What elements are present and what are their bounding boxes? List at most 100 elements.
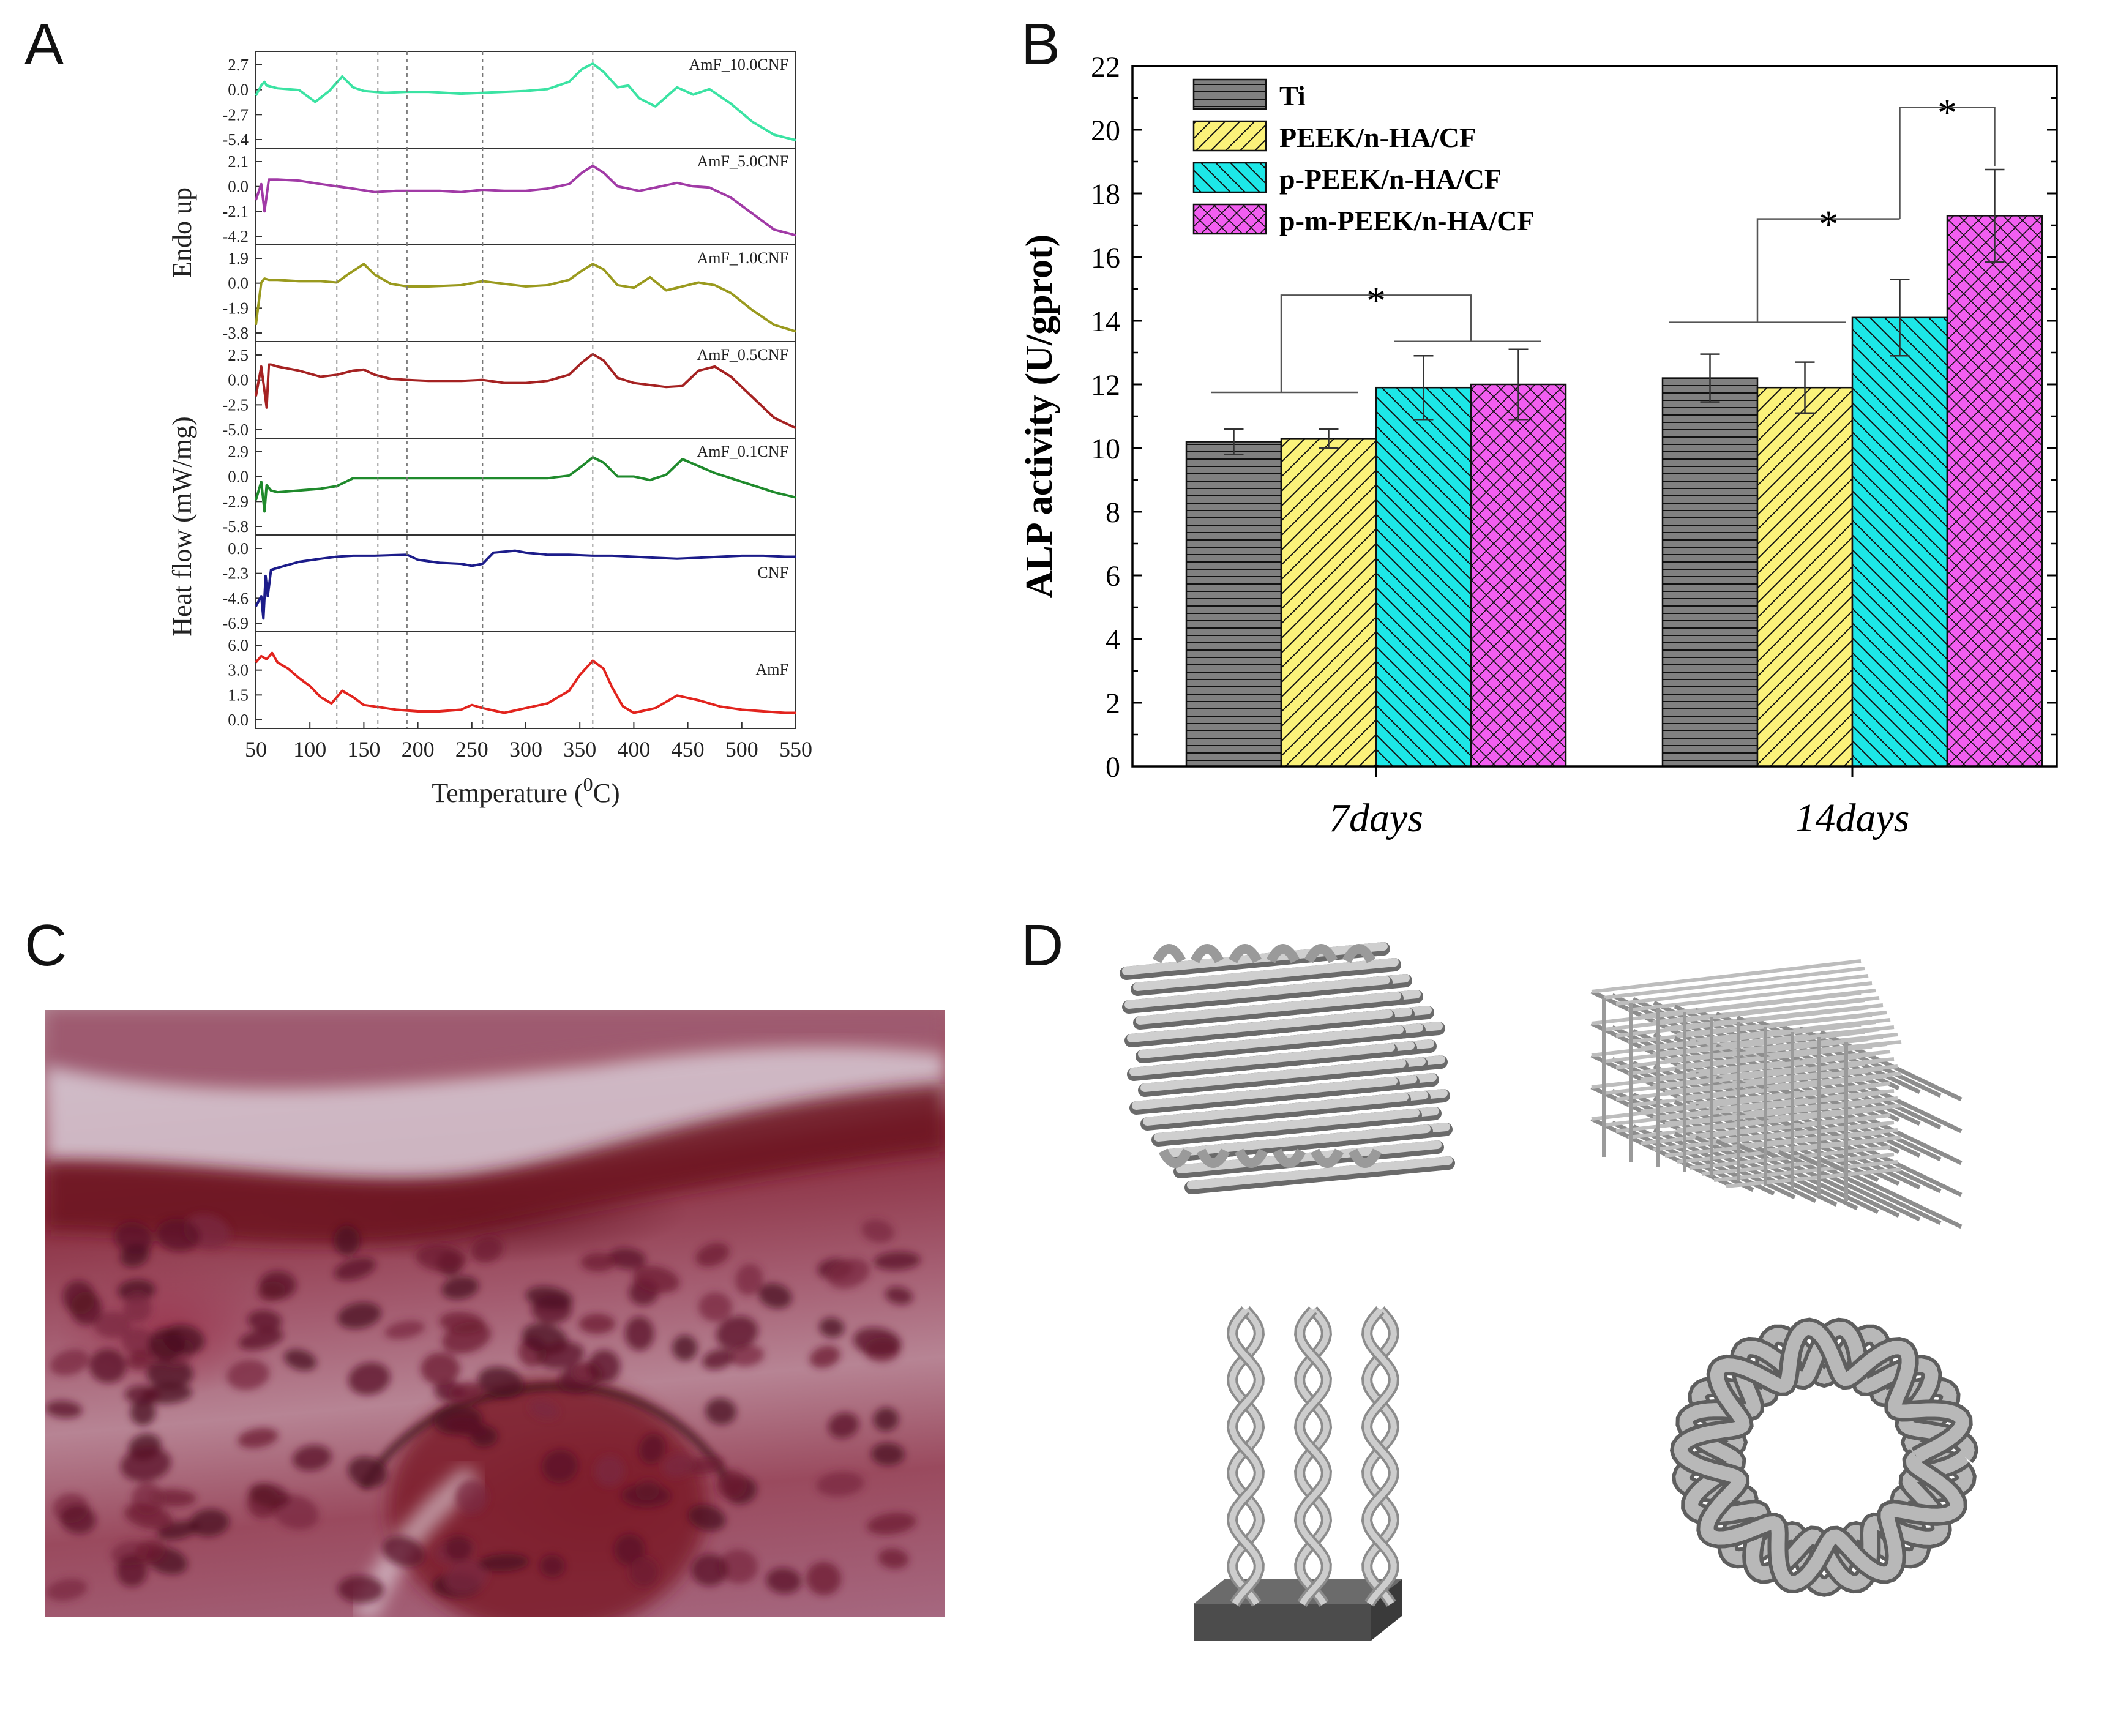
lattice-strut-b — [1591, 959, 1862, 993]
nucleus — [716, 1315, 758, 1350]
legend-label-0: Ti — [1279, 80, 1306, 111]
nucleus — [861, 1219, 894, 1243]
y-tick-label-5: 10 — [1091, 433, 1120, 465]
nucleus — [120, 1244, 149, 1267]
y-tick-label-4: 8 — [1106, 496, 1120, 529]
nucleus — [444, 1535, 472, 1562]
subplot-ytick-label-6-2: 1.5 — [228, 686, 249, 704]
x-tick-label-8: 450 — [672, 737, 705, 761]
significance-14d-a — [1756, 218, 1900, 323]
lattice-strut-b — [1591, 1055, 1862, 1089]
nucleus — [471, 1236, 503, 1263]
nucleus — [758, 1283, 792, 1309]
rod — [1129, 1043, 1395, 1076]
nucleus — [121, 1446, 171, 1482]
bar-7days-3 — [1470, 383, 1567, 768]
rod — [1176, 1140, 1442, 1173]
nucleus — [542, 1450, 578, 1483]
lattice-strut-b — [1591, 1023, 1862, 1057]
nucleus — [416, 1244, 466, 1272]
rod — [1124, 976, 1390, 1009]
base-front — [1194, 1604, 1371, 1641]
rod — [1143, 1093, 1409, 1126]
nucleus — [337, 1575, 384, 1604]
y-tick-label-2: 4 — [1106, 624, 1120, 656]
category-label-1: 14days — [1795, 796, 1910, 840]
y-tick-label-8: 16 — [1091, 242, 1120, 274]
nucleus — [766, 1568, 802, 1594]
helix-strand — [1363, 1308, 1397, 1606]
nucleus — [70, 1292, 103, 1325]
nucleus — [50, 1349, 89, 1376]
subplot-ytick-label-0-2: -2.7 — [222, 105, 249, 124]
legend-swatch-0 — [1192, 78, 1267, 110]
series-line-amf-5-0cnf — [255, 164, 796, 237]
nucleus — [530, 1399, 558, 1420]
tissue-top-band — [45, 1010, 945, 1086]
nucleus — [441, 1276, 479, 1300]
nucleus — [537, 1341, 585, 1369]
nucleus — [284, 1349, 316, 1371]
nucleus — [638, 1434, 665, 1464]
plot-frame — [1131, 65, 2058, 768]
nucleus — [247, 1310, 282, 1332]
x-tick-label-3: 200 — [402, 737, 435, 761]
y-tick-label-6: 12 — [1091, 369, 1120, 402]
subplot-ytick-label-3-1: 0.0 — [228, 371, 249, 389]
panel-label-d: D — [1021, 913, 1064, 978]
dsc-stacked-chart: 2.7 0.0 -2.7 -5.4 AmF_10.0CNF 2.1 0.0 -2.1 -4.2 A… — [167, 51, 812, 808]
nucleus — [249, 1483, 290, 1509]
lattice-strut-b — [1603, 967, 1865, 1000]
nucleus — [116, 1554, 148, 1587]
ring-strand — [1675, 1328, 1973, 1593]
nucleus — [698, 1292, 733, 1322]
subplot-ytick-label-3-0: 2.5 — [228, 346, 249, 364]
series-line-amf-0-1cnf — [255, 456, 796, 513]
nucleus — [874, 1251, 921, 1270]
nucleus — [60, 1504, 96, 1534]
x-tick-label-9: 500 — [725, 737, 758, 761]
rod — [1132, 1077, 1398, 1110]
series-line-amf-1-0cnf — [255, 263, 796, 333]
x-axis-label: Temperature (0C) — [432, 773, 619, 808]
nucleus — [442, 1322, 492, 1354]
subplot-ytick-label-2-1: 0.0 — [228, 274, 249, 293]
category-label-0: 7days — [1329, 796, 1423, 840]
subplot-ytick-label-4-0: 2.9 — [228, 443, 249, 461]
subplot-ytick-label-6-0: 6.0 — [228, 636, 249, 654]
nucleus — [885, 1286, 913, 1305]
braided-ring-scaffold — [1669, 1317, 1979, 1597]
bar-14days-0 — [1661, 377, 1759, 768]
x-tick-label-2: 150 — [347, 737, 380, 761]
nucleus — [621, 1484, 671, 1508]
nucleus — [695, 1243, 730, 1267]
bar-14days-1 — [1756, 386, 1854, 768]
base-side — [1371, 1579, 1402, 1641]
nucleus — [871, 1442, 905, 1466]
nucleus — [146, 1358, 193, 1389]
rod — [1133, 958, 1399, 991]
series-line-cnf — [255, 549, 796, 620]
legend-label-1: PEEK/n-HA/CF — [1279, 122, 1476, 153]
subplot-ytick-label-5-3: -6.9 — [222, 614, 249, 632]
bar-14days-3 — [1946, 215, 2043, 768]
y-axis-label: Heat flow (mW/mg) — [167, 416, 197, 636]
nucleus — [688, 1505, 726, 1531]
subplot-ytick-label-5-0: 0.0 — [228, 539, 249, 558]
series-label-5: CNF — [757, 564, 788, 582]
pale-gap — [45, 1046, 945, 1185]
y-axis-label-top: Endo up — [167, 187, 197, 278]
bar-7days-1 — [1280, 438, 1377, 768]
histology-micrograph — [45, 1010, 945, 1617]
legend-swatch-3 — [1192, 203, 1267, 235]
bar-14days-2 — [1851, 316, 1948, 768]
nucleus — [46, 1578, 88, 1601]
x-tick-label-0: 50 — [245, 737, 267, 761]
series-line-amf-0-5cnf — [255, 353, 796, 430]
y-tick-label-9: 18 — [1091, 178, 1120, 211]
nucleus — [89, 1349, 127, 1383]
nucleus — [819, 1317, 845, 1338]
y-tick-label-10: 20 — [1091, 114, 1120, 147]
subplot-ytick-label-6-1: 3.0 — [228, 661, 249, 679]
rod — [1138, 1025, 1404, 1058]
